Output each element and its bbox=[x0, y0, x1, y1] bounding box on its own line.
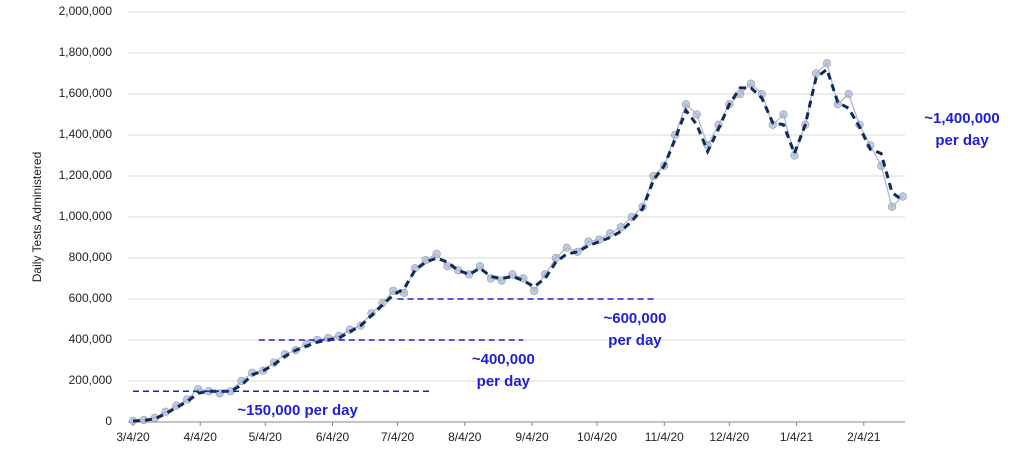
x-tick-label: 4/4/20 bbox=[184, 430, 218, 444]
data-point bbox=[822, 59, 832, 68]
y-tick-label: 600,000 bbox=[69, 291, 113, 305]
moving-average-line bbox=[132, 66, 904, 423]
x-tick-label: 8/4/20 bbox=[448, 430, 482, 444]
data-point bbox=[692, 110, 701, 119]
annotation-text: ~600,000 bbox=[603, 310, 666, 327]
x-tick-label: 9/4/20 bbox=[515, 430, 549, 444]
data-point bbox=[811, 69, 821, 78]
data-point bbox=[399, 288, 409, 297]
y-tick-label: 2,000,000 bbox=[59, 4, 113, 18]
y-tick-label: 1,600,000 bbox=[59, 86, 113, 100]
data-point bbox=[443, 262, 452, 271]
data-point bbox=[475, 262, 485, 271]
y-tick-label: 1,000,000 bbox=[59, 209, 113, 223]
y-tick-label: 800,000 bbox=[69, 250, 113, 264]
y-tick-label: 1,800,000 bbox=[59, 45, 113, 59]
annotation-text: per day bbox=[608, 332, 662, 349]
annotation-text: ~400,000 bbox=[472, 351, 535, 368]
data-point bbox=[844, 89, 853, 99]
annotation-text: ~150,000 per day bbox=[237, 402, 358, 419]
data-point bbox=[508, 270, 517, 279]
y-tick-label: 400,000 bbox=[69, 332, 113, 346]
x-tick-label: 11/4/20 bbox=[645, 430, 684, 444]
x-tick-label: 7/4/20 bbox=[381, 430, 415, 444]
x-tick-label: 1/4/21 bbox=[780, 430, 814, 444]
x-tick-label: 3/4/20 bbox=[116, 430, 150, 444]
y-axis-label: Daily Tests Administered bbox=[30, 152, 44, 283]
data-point bbox=[779, 110, 788, 119]
annotation-text: ~1,400,000 bbox=[924, 110, 1000, 127]
annotation-text: per day bbox=[477, 373, 531, 390]
x-tick-label: 2/4/21 bbox=[847, 430, 881, 444]
data-point bbox=[887, 202, 897, 211]
data-point bbox=[605, 229, 615, 238]
x-tick-label: 12/4/20 bbox=[709, 430, 749, 444]
x-tick-label: 6/4/20 bbox=[316, 430, 350, 444]
y-tick-label: 1,400,000 bbox=[59, 127, 113, 141]
data-point bbox=[551, 253, 560, 263]
y-tick-label: 0 bbox=[105, 414, 112, 428]
x-tick-label: 5/4/20 bbox=[249, 430, 283, 444]
data-point bbox=[681, 100, 691, 109]
data-point bbox=[562, 243, 571, 252]
data-point bbox=[530, 286, 539, 295]
annotation-text: per day bbox=[935, 132, 989, 149]
x-tick-label: 10/4/20 bbox=[577, 430, 617, 444]
y-tick-label: 200,000 bbox=[69, 373, 113, 387]
data-point bbox=[432, 249, 441, 258]
y-tick-label: 1,200,000 bbox=[59, 168, 113, 182]
data-point bbox=[898, 192, 907, 201]
data-point bbox=[584, 237, 593, 246]
